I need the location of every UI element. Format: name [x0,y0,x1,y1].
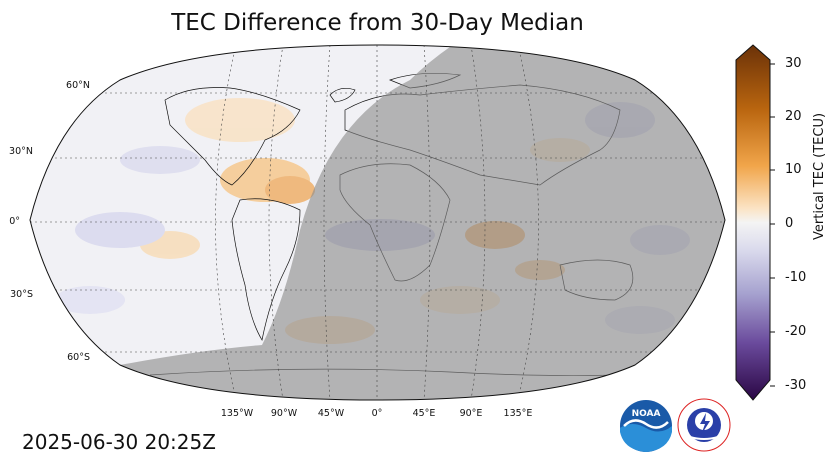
map-surface [30,45,725,400]
colorbar-tick-neg10: -10 [785,270,807,285]
lon-label-0: 0° [371,408,383,419]
lat-label-60s: 60°S [67,352,90,363]
colorbar-tick-30: 30 [785,56,802,71]
lat-label-30s: 30°S [10,289,33,300]
lon-label-45w: 45°W [317,408,345,419]
lon-label-90w: 90°W [270,408,298,419]
timestamp: 2025-06-30 20:25Z [22,430,216,454]
map-title: TEC Difference from 30-Day Median [171,10,584,36]
lat-label-60n: 60°N [66,80,90,91]
colorbar-body [735,44,771,401]
colorbar-label: Vertical TEC (TECU) [812,112,827,240]
lon-label-135e: 135°E [503,408,533,419]
colorbar-tick-10: 10 [785,162,802,177]
noaa-logo-text: NOAA [632,409,661,419]
graticule [30,45,725,400]
lon-label-90e: 90°E [459,408,483,419]
colorbar-tick-neg20: -20 [785,324,807,339]
globe-outline [29,44,726,401]
lon-label-135w: 135°W [220,408,254,419]
nws-logo [677,398,731,452]
lat-label-0: 0° [9,216,20,227]
noaa-logo: NOAA [620,400,672,452]
colorbar [735,44,775,401]
colorbar-tick-0: 0 [785,216,794,231]
lat-label-30n: 30°N [9,146,33,157]
colorbar-tick-neg30: -30 [785,378,807,393]
colorbar-tick-20: 20 [785,109,802,124]
lon-label-45e: 45°E [412,408,436,419]
colorbar-ticks [770,63,775,387]
night-terminator-shade [120,45,725,400]
